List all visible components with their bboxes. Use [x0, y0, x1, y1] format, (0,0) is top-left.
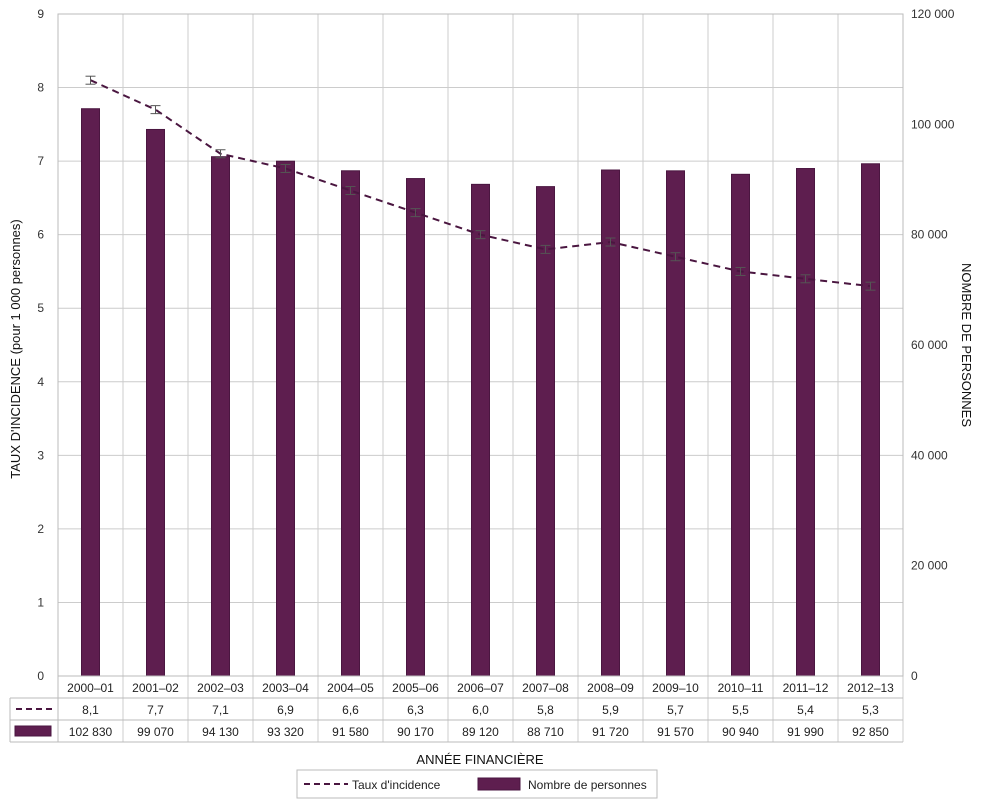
incidence-rate-value: 6,9 — [277, 703, 294, 717]
persons-count-value: 90 940 — [722, 725, 759, 739]
persons-count-value: 88 710 — [527, 725, 564, 739]
error-bar-2008–09 — [605, 237, 616, 247]
y-left-tick-label: 3 — [37, 448, 44, 462]
error-bar-2007–08 — [540, 244, 551, 254]
legend-line-label: Taux d'incidence — [352, 778, 441, 792]
y-left-tick-label: 8 — [37, 81, 44, 95]
persons-count-value: 89 120 — [462, 725, 499, 739]
bar-2012–13 — [861, 163, 880, 677]
y-axis-right-title: NOMBRE DE PERSONNES — [959, 263, 974, 427]
incidence-rate-value: 6,3 — [407, 703, 424, 717]
legend-bar-label: Nombre de personnes — [528, 778, 647, 792]
error-bar-2002–03 — [215, 149, 226, 159]
category-label: 2009–10 — [652, 681, 699, 695]
table-bar-key — [14, 725, 52, 737]
y-left-tick-label: 4 — [37, 375, 44, 389]
y-left-tick-label: 9 — [37, 7, 44, 21]
y-right-tick-label: 20 000 — [911, 559, 948, 573]
legend: Taux d'incidence Nombre de personnes — [296, 769, 658, 799]
y-right-tick-label: 100 000 — [911, 117, 955, 131]
persons-count-value: 91 990 — [787, 725, 824, 739]
bar-2002–03 — [211, 156, 230, 677]
error-bar-2001–02 — [150, 105, 161, 115]
persons-count-value: 102 830 — [69, 725, 113, 739]
error-bar-2011–12 — [800, 274, 811, 284]
axes: 0 1 2 3 4 5 6 7 8 9 0 20 000 40 000 60 000 80 000 100 0… — [37, 7, 954, 683]
incidence-rate-value: 7,7 — [147, 703, 164, 717]
category-label: 2007–08 — [522, 681, 569, 695]
category-label: 2010–11 — [718, 681, 764, 695]
persons-count-value: 91 570 — [657, 725, 694, 739]
y-right-tick-label: 0 — [911, 669, 918, 683]
bar-2006–07 — [471, 183, 490, 677]
incidence-rate-value: 5,3 — [862, 703, 879, 717]
data-table: 2000–01 8,1 102 830 2001–02 7,7 99 070 2002–03… — [9, 675, 903, 743]
persons-count-value: 93 320 — [267, 725, 304, 739]
y-left-tick-label: 6 — [37, 228, 44, 242]
persons-count-value: 94 130 — [202, 725, 239, 739]
error-bar-2006–07 — [475, 230, 486, 240]
persons-count-value: 91 720 — [592, 725, 629, 739]
category-label: 2008–09 — [587, 681, 634, 695]
y-right-tick-label: 40 000 — [911, 448, 948, 462]
y-left-tick-label: 2 — [37, 522, 44, 536]
persons-count-value: 90 170 — [397, 725, 434, 739]
category-label: 2011–12 — [783, 681, 829, 695]
bar-2000–01 — [81, 108, 100, 677]
error-bar-2012–13 — [865, 281, 876, 291]
persons-count-value: 99 070 — [137, 725, 174, 739]
category-label: 2004–05 — [327, 681, 374, 695]
error-bar-2003–04 — [280, 163, 291, 173]
y-left-tick-label: 7 — [37, 154, 44, 168]
category-label: 2002–03 — [197, 681, 244, 695]
category-label: 2003–04 — [262, 681, 309, 695]
legend-bar-swatch — [477, 777, 521, 791]
y-right-tick-label: 120 000 — [911, 7, 955, 21]
bar-2007–08 — [536, 186, 555, 677]
incidence-line — [85, 75, 876, 291]
y-left-tick-label: 1 — [37, 595, 44, 609]
persons-count-value: 91 580 — [332, 725, 369, 739]
error-bar-2005–06 — [410, 208, 421, 218]
category-label: 2001–02 — [132, 681, 179, 695]
category-label: 2005–06 — [392, 681, 439, 695]
incidence-rate-value: 8,1 — [82, 703, 99, 717]
bar-2010–11 — [731, 173, 750, 677]
incidence-rate-value: 5,8 — [537, 703, 554, 717]
bar-2004–05 — [341, 170, 360, 677]
incidence-rate-value: 5,7 — [667, 703, 684, 717]
bars — [81, 108, 880, 677]
category-label: 2006–07 — [457, 681, 504, 695]
bar-2011–12 — [796, 168, 815, 677]
incidence-rate-value: 7,1 — [212, 703, 229, 717]
y-right-tick-label: 80 000 — [911, 228, 948, 242]
incidence-rate-value: 6,6 — [342, 703, 359, 717]
incidence-rate-value: 5,9 — [602, 703, 619, 717]
bar-2003–04 — [276, 160, 295, 677]
y-left-tick-label: 5 — [37, 301, 44, 315]
category-label: 2012–13 — [847, 681, 894, 695]
y-right-tick-label: 60 000 — [911, 338, 948, 352]
bar-2009–10 — [666, 170, 685, 677]
incidence-rate-value: 6,0 — [472, 703, 489, 717]
error-bar-2004–05 — [345, 186, 356, 196]
legend-box — [296, 769, 658, 799]
incidence-rate-value: 5,5 — [732, 703, 749, 717]
bar-2001–02 — [146, 128, 165, 677]
bar-2005–06 — [406, 178, 425, 677]
incidence-rate-value: 5,4 — [797, 703, 814, 717]
error-bar-2010–11 — [735, 266, 746, 276]
x-axis-title: ANNÉE FINANCIÈRE — [416, 752, 543, 767]
y-axis-left-title: TAUX D'INCIDENCE (pour 1 000 personnes) — [8, 219, 23, 478]
error-bar-2009–10 — [670, 252, 681, 262]
category-label: 2000–01 — [67, 681, 114, 695]
error-bar-2000–01 — [85, 75, 96, 85]
persons-count-value: 92 850 — [852, 725, 889, 739]
y-left-tick-label: 0 — [37, 669, 44, 683]
